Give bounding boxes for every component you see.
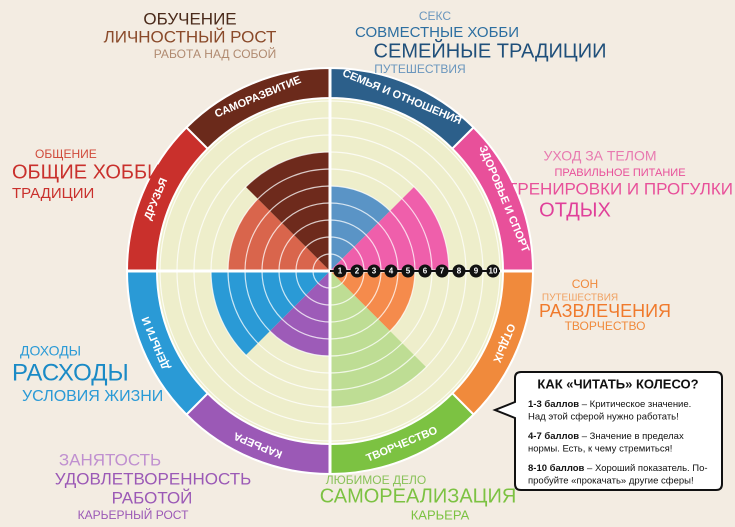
legend-item-text: – Критическое значение. [579, 399, 691, 410]
annotation: УХОД ЗА ТЕЛОМ [543, 148, 656, 164]
annotation: ЗАНЯТОСТЬ [59, 450, 161, 469]
tick-label: 5 [406, 267, 411, 276]
annotation: КАРЬЕРА [411, 507, 470, 522]
annotation: РАБОТОЙ [112, 488, 193, 507]
annotation: САМОРЕАЛИЗАЦИЯ [320, 485, 517, 507]
annotation: ДОХОДЫ [20, 343, 81, 359]
tick-label: 9 [474, 267, 479, 276]
annotation: ТВОРЧЕСТВО [565, 319, 646, 333]
legend-item-label: 8-10 баллов [528, 463, 585, 474]
legend-item-label: 1-3 баллов [528, 399, 579, 410]
tick-label: 7 [440, 267, 445, 276]
annotation: РАЗВЛЕЧЕНИЯ [539, 301, 671, 321]
legend: КАК «ЧИТАТЬ» КОЛЕСО? 1-3 баллов – Критиче… [492, 371, 723, 491]
tick-dot [418, 264, 432, 278]
tick-dot [452, 264, 466, 278]
legend-item: 4-7 баллов – Значение в пределах [528, 431, 684, 442]
value-wedge [245, 152, 330, 271]
tick-dot [333, 264, 347, 278]
annotation: ПРАВИЛЬНОЕ ПИТАНИЕ [554, 167, 685, 179]
value-wedge [330, 186, 449, 271]
tick-dot [401, 264, 415, 278]
annotation: СЕМЕЙНЫЕ ТРАДИЦИИ [374, 38, 607, 62]
value-wedge [269, 271, 330, 356]
tick-dot [486, 264, 500, 278]
annotation: ОБУЧЕНИЕ [143, 9, 236, 28]
tick-dot [435, 264, 449, 278]
legend-item-text: Над этой сферой нужно работать! [528, 412, 679, 423]
annotation: ТРЕНИРОВКИ И ПРОГУЛКИ [507, 179, 733, 198]
legend-item: 8-10 баллов – Хороший показатель. По- [528, 463, 708, 474]
annotation: ОТДЫХ [539, 199, 611, 221]
tick-dot [469, 264, 483, 278]
value-wedge [330, 271, 427, 407]
annotation: ЛЮБИМОЕ ДЕЛО [326, 473, 427, 487]
annotation: УДОВЛЕТВОРЕННОСТЬ [55, 469, 252, 488]
tick-label: 8 [457, 267, 462, 276]
legend-item-label: 4-7 баллов [528, 431, 579, 442]
legend-item: 1-3 баллов – Критическое значение. [528, 399, 691, 410]
annotation: КАРЬЕРНЫЙ РОСТ [78, 507, 189, 522]
annotation: ПУТЕШЕСТВИЯ [542, 293, 618, 304]
legend-item-text: пробуйте «прокачать» другие сферы! [528, 476, 694, 487]
legend-box [492, 371, 723, 491]
annotation: СОН [572, 277, 598, 291]
value-wedge [330, 271, 415, 332]
annotation: СЕКС [419, 9, 452, 23]
tick-label: 3 [372, 267, 377, 276]
annotation: СОВМЕСТНЫЕ ХОББИ [355, 24, 519, 41]
legend-item-text: нормы. Есть, к чему стремиться! [528, 444, 672, 455]
tick-label: 10 [489, 267, 498, 276]
annotation: ТРАДИЦИИ [12, 185, 94, 202]
legend-item-text: – Значение в пределах [579, 431, 684, 442]
value-wedge [330, 186, 391, 271]
annotation: ОБЩЕНИЕ [35, 147, 97, 161]
tick-label: 4 [389, 267, 394, 276]
legend-item-text: – Хороший показатель. По- [584, 463, 707, 474]
annotation: РАБОТА НАД СОБОЙ [154, 46, 277, 61]
tick-dot [367, 264, 381, 278]
tick-dot [384, 264, 398, 278]
annotation: ОБЩИЕ ХОББИ [12, 161, 162, 183]
tick-label: 1 [338, 267, 343, 276]
tick-dot [350, 264, 364, 278]
value-wedge [228, 198, 330, 271]
annotation: РАСХОДЫ [12, 359, 129, 386]
annotation: ПУТЕШЕСТВИЯ [374, 62, 465, 76]
tick-label: 2 [355, 267, 360, 276]
annotation: ЛИЧНОСТНЫЙ РОСТ [104, 27, 277, 46]
value-wedge [211, 271, 330, 356]
legend-title: КАК «ЧИТАТЬ» КОЛЕСО? [537, 376, 698, 391]
tick-label: 6 [423, 267, 428, 276]
annotation: УСЛОВИЯ ЖИЗНИ [22, 388, 163, 405]
